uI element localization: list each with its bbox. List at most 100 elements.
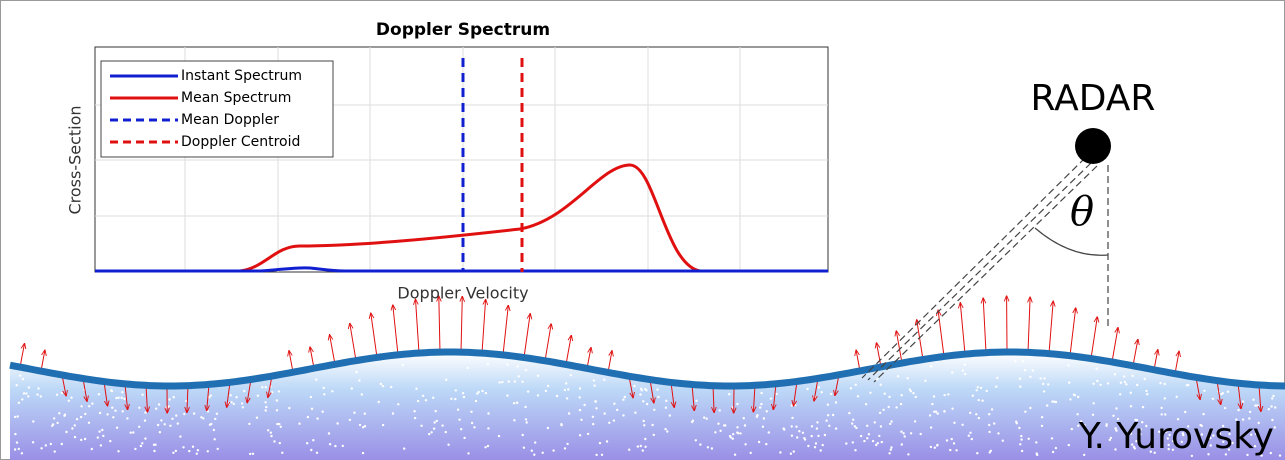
foam-dot [1182, 433, 1185, 437]
foam-dot [191, 445, 195, 448]
foam-dot [1083, 453, 1086, 457]
foam-dot [913, 420, 917, 423]
foam-dot [1153, 451, 1156, 454]
foam-dot [975, 389, 978, 392]
foam-dot [1165, 430, 1168, 433]
radar-label: RADAR [1031, 78, 1156, 119]
foam-dot [273, 440, 276, 443]
foam-dot [640, 389, 643, 392]
foam-dot [358, 423, 362, 427]
foam-dot [1043, 377, 1046, 380]
foam-dot [1120, 424, 1123, 428]
foam-dot [1167, 447, 1170, 451]
foam-dot [623, 395, 626, 399]
foam-dot [13, 448, 17, 451]
foam-dot [612, 419, 616, 422]
foam-dot [1095, 367, 1098, 370]
foam-dot [900, 430, 903, 433]
foam-dot [516, 365, 519, 368]
foam-dot [964, 372, 967, 376]
foam-dot [791, 416, 794, 420]
foam-dot [583, 403, 586, 407]
foam-dot [1027, 437, 1030, 440]
foam-dot [634, 411, 637, 414]
foam-dot [19, 374, 22, 377]
foam-dot [813, 446, 817, 449]
foam-dot [567, 412, 571, 415]
foam-dot [882, 408, 885, 411]
foam-dot [871, 439, 875, 443]
foam-dot [487, 412, 490, 415]
foam-dot [592, 379, 596, 382]
foam-dot [1119, 381, 1123, 384]
foam-dot [783, 428, 786, 431]
foam-dot [152, 443, 156, 446]
foam-dot [167, 405, 170, 408]
foam-dot [1231, 441, 1234, 445]
foam-dot [235, 396, 238, 399]
normal-arrow [917, 320, 924, 360]
foam-dot [795, 425, 798, 428]
normal-arrow [649, 379, 654, 403]
foam-dot [415, 387, 418, 390]
foam-dot [929, 365, 933, 368]
foam-dot [413, 416, 417, 420]
normal-arrow [1259, 384, 1261, 411]
foam-dot [53, 417, 56, 420]
foam-dot [1200, 433, 1204, 436]
foam-dot [705, 417, 708, 420]
foam-dot [594, 400, 597, 403]
foam-dot [546, 426, 550, 430]
foam-dot [458, 418, 461, 421]
foam-dot [666, 430, 669, 433]
foam-dot [879, 383, 882, 386]
foam-dot [1181, 432, 1185, 435]
foam-dot [433, 421, 436, 424]
foam-dot [1080, 420, 1083, 423]
normal-arrow [523, 314, 530, 358]
foam-dot [993, 422, 996, 425]
foam-dot [80, 405, 83, 408]
foam-dot [1067, 443, 1071, 447]
foam-dot [963, 363, 967, 366]
foam-dot [731, 437, 734, 440]
foam-dot [644, 437, 647, 441]
foam-dot [1024, 410, 1027, 413]
foam-dot [536, 394, 540, 397]
foam-dot [866, 424, 869, 427]
foam-dot [363, 425, 367, 428]
foam-dot [1091, 413, 1095, 416]
foam-dot [1160, 406, 1163, 410]
normal-arrow [1111, 328, 1118, 363]
foam-dot [1136, 383, 1139, 387]
foam-dot [1139, 433, 1142, 436]
foam-dot [732, 433, 735, 436]
foam-dot [484, 446, 487, 449]
foam-dot [888, 395, 891, 399]
foam-dot [731, 406, 734, 409]
foam-dot [810, 425, 814, 428]
foam-dot [830, 392, 833, 396]
foam-dot [710, 447, 714, 450]
foam-dot [156, 423, 160, 427]
foam-dot [157, 403, 161, 406]
normal-arrow [1069, 308, 1076, 356]
foam-dot [546, 384, 550, 388]
foam-dot [928, 414, 932, 417]
foam-dot [298, 422, 301, 425]
foam-dot [1203, 389, 1206, 392]
foam-dot [1083, 423, 1086, 427]
foam-dot [988, 451, 991, 454]
foam-dot [361, 451, 365, 455]
foam-dot [953, 421, 956, 424]
normal-arrow [983, 298, 987, 353]
foam-dot [1241, 418, 1245, 421]
foam-dot [534, 441, 537, 444]
foam-dot [566, 442, 569, 446]
foam-dot [817, 386, 821, 389]
foam-dot [121, 410, 124, 413]
foam-dot [139, 444, 143, 448]
foam-dot [267, 429, 270, 432]
foam-dot [854, 449, 857, 452]
foam-dot [890, 420, 893, 423]
